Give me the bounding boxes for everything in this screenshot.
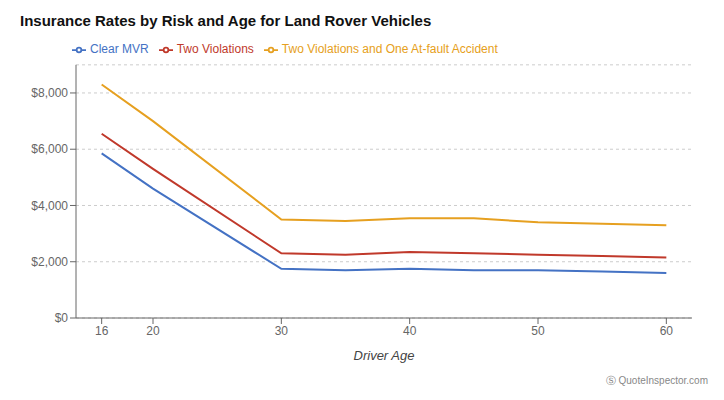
html-text:Clear MVR: Clear MVR	[90, 42, 149, 56]
svg-text:Driver Age: Driver Age	[354, 348, 415, 363]
svg-text:$0: $0	[55, 311, 69, 325]
svg-text:$2,000: $2,000	[31, 255, 68, 269]
svg-text:30: 30	[275, 324, 289, 338]
html-text:Two Violations and One At-faul: Two Violations and One At-fault Accident	[281, 42, 498, 56]
svg-text:60: 60	[660, 324, 674, 338]
html-text:Ⓢ QuoteInspector.com: Ⓢ QuoteInspector.com	[605, 375, 708, 386]
svg-text:$8,000: $8,000	[31, 86, 68, 100]
html-text:Insurance Rates by Risk and Ag: Insurance Rates by Risk and Age for Land…	[20, 12, 432, 29]
svg-text:40: 40	[403, 324, 417, 338]
svg-text:20: 20	[146, 324, 160, 338]
html-text:Two Violations: Two Violations	[176, 42, 254, 56]
svg-text:16: 16	[95, 324, 109, 338]
svg-text:50: 50	[531, 324, 545, 338]
svg-text:$6,000: $6,000	[31, 142, 68, 156]
svg-text:$4,000: $4,000	[31, 199, 68, 213]
